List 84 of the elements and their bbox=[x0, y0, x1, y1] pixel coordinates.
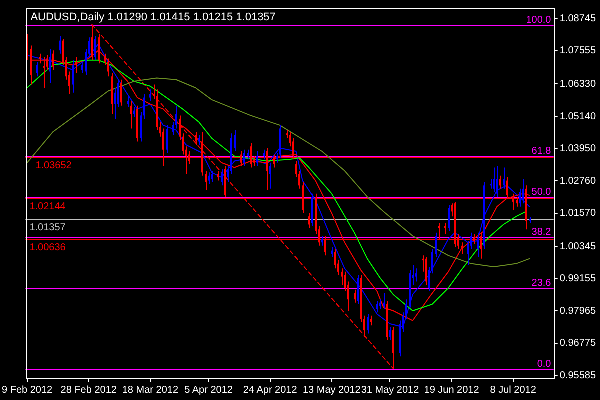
candlestick bbox=[322, 236, 324, 246]
candlestick bbox=[308, 212, 310, 228]
candlestick bbox=[494, 167, 496, 193]
chart-title: AUDUSD,Daily 1.01290 1.01415 1.01215 1.01357 bbox=[30, 12, 276, 24]
candlestick bbox=[76, 56, 78, 74]
ref-line-label: 1.02144 bbox=[30, 202, 66, 212]
y-tick-label: 1.01570 bbox=[560, 208, 596, 220]
candlestick bbox=[522, 178, 524, 204]
x-tick-label: 31 May 2012 bbox=[361, 384, 420, 396]
candlestick bbox=[40, 53, 42, 64]
candlestick bbox=[384, 292, 386, 310]
candlestick bbox=[234, 130, 236, 152]
x-tick-label: 24 Apr 2012 bbox=[243, 384, 298, 396]
x-tick-label: 19 Jun 2012 bbox=[424, 384, 480, 396]
annotation: 61.8 bbox=[532, 146, 552, 157]
candlestick bbox=[134, 107, 136, 118]
candlestick bbox=[436, 232, 438, 258]
candlestick bbox=[50, 48, 52, 84]
candlestick bbox=[444, 222, 446, 236]
y-tick-label: 0.95585 bbox=[560, 370, 596, 382]
candlestick bbox=[448, 204, 450, 232]
candlestick bbox=[222, 168, 224, 186]
ref-line-label: 1.03652 bbox=[36, 160, 72, 172]
candlestick bbox=[206, 170, 208, 192]
candlestick bbox=[198, 134, 200, 146]
candlestick bbox=[166, 124, 168, 154]
candlestick bbox=[108, 58, 110, 78]
candlestick bbox=[270, 162, 272, 190]
ref-line-label: 1.01357 bbox=[30, 222, 66, 234]
candlestick bbox=[208, 172, 210, 185]
y-tick-label: 0.96775 bbox=[560, 338, 596, 350]
candlestick bbox=[504, 167, 506, 190]
annotation: 50.0 bbox=[532, 187, 552, 198]
candlestick bbox=[150, 89, 152, 102]
y-tick-label: 1.05140 bbox=[560, 111, 596, 122]
candlestick bbox=[256, 150, 258, 167]
y-tick-label: 1.06330 bbox=[560, 78, 596, 90]
y-tick-label: 1.08745 bbox=[560, 13, 596, 24]
y-tick-label: 1.00345 bbox=[560, 241, 596, 252]
candlestick bbox=[248, 149, 250, 160]
ref-line-label: 1.00636 bbox=[30, 242, 66, 254]
y-tick-label: 0.97965 bbox=[560, 306, 596, 317]
candlestick bbox=[490, 178, 492, 190]
x-tick-label: 28 Feb 2012 bbox=[60, 384, 118, 396]
candlestick bbox=[368, 314, 370, 334]
candlestick bbox=[416, 268, 418, 282]
candlestick bbox=[354, 289, 356, 304]
candlestick bbox=[376, 300, 378, 314]
y-tick-label: 0.99155 bbox=[560, 274, 596, 285]
candlestick bbox=[244, 149, 246, 167]
candlestick bbox=[72, 60, 74, 94]
x-tick-label: 5 Apr 2012 bbox=[184, 384, 234, 396]
candlestick bbox=[218, 170, 220, 182]
x-tick-label: 9 Feb 2012 bbox=[2, 384, 54, 396]
candlestick bbox=[390, 326, 392, 341]
candlestick bbox=[370, 315, 372, 326]
annotation: 38.2 bbox=[532, 227, 552, 238]
candlestick bbox=[426, 256, 428, 286]
y-tick-label: 1.03950 bbox=[560, 144, 596, 155]
y-tick-label: 1.02760 bbox=[560, 176, 596, 187]
annotation: 100.0 bbox=[526, 15, 552, 26]
x-tick-label: 13 May 2012 bbox=[302, 384, 362, 396]
candlestick bbox=[212, 170, 214, 183]
candlestick bbox=[496, 166, 498, 198]
candlestick bbox=[264, 149, 266, 160]
y-tick-label: 1.07555 bbox=[560, 46, 596, 57]
candlestick bbox=[128, 96, 130, 108]
candlestick bbox=[478, 232, 480, 258]
candlestick bbox=[380, 299, 382, 310]
candlestick bbox=[120, 79, 122, 106]
candlestick bbox=[44, 56, 46, 89]
candlestick bbox=[60, 35, 62, 54]
candlestick bbox=[332, 247, 334, 258]
x-tick-label: 8 Jul 2012 bbox=[490, 384, 537, 396]
candlestick bbox=[500, 175, 502, 190]
candlestick bbox=[462, 242, 464, 255]
candlestick bbox=[82, 61, 84, 74]
x-tick-label: 18 Mar 2012 bbox=[122, 384, 179, 396]
candlestick bbox=[130, 100, 132, 130]
candlestick bbox=[36, 61, 38, 78]
candlestick bbox=[196, 131, 198, 146]
annotation: 23.6 bbox=[532, 278, 552, 289]
candlestick bbox=[358, 274, 360, 305]
annotation: 0.0 bbox=[537, 359, 552, 370]
